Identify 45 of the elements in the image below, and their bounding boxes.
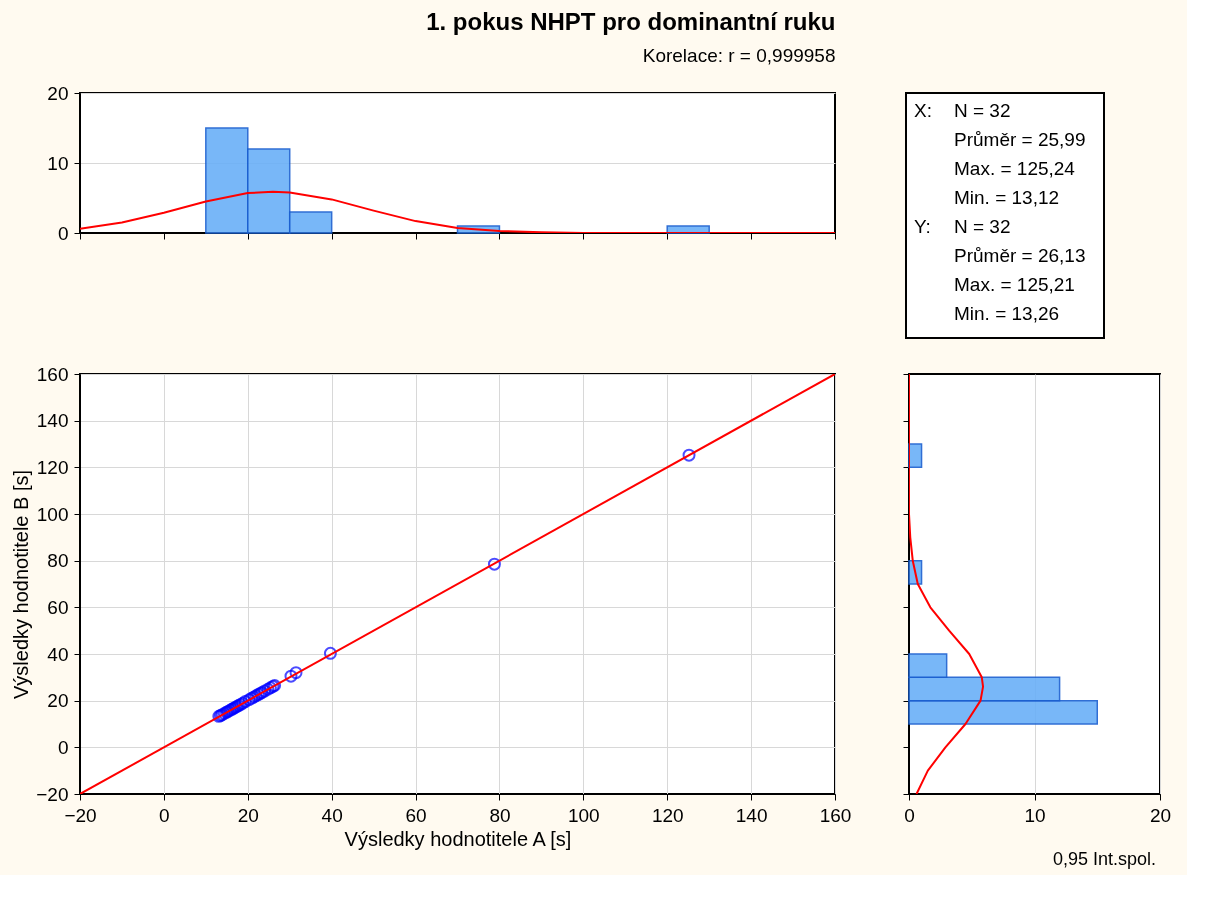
- y-tick-label: −20: [36, 783, 69, 805]
- text: Min. = 13,26: [954, 303, 1060, 324]
- x-tick-label: 0: [159, 804, 170, 826]
- point: [289, 666, 303, 680]
- x-tick-label: 120: [651, 804, 684, 826]
- text: 0,95 Int.spol.: [1052, 849, 1156, 869]
- y-tick-label: 10: [47, 152, 69, 174]
- text: Max. = 125,24: [954, 158, 1076, 179]
- y-tick-label: 60: [47, 596, 69, 618]
- text: N = 32: [954, 216, 1011, 237]
- y-axis-title: Výsledky hodnotitele B [s]: [10, 469, 33, 700]
- y-tick-label: 140: [36, 410, 69, 432]
- y-tick-label: 20: [47, 690, 69, 712]
- x-tick-label: 100: [567, 804, 600, 826]
- text: Max. = 125,21: [954, 274, 1075, 295]
- point: [682, 448, 696, 462]
- text: Průměr = 26,13: [954, 245, 1086, 266]
- point: [487, 557, 501, 571]
- text: X:: [914, 100, 932, 121]
- y-tick-label: 20: [47, 82, 69, 104]
- x-tick-label: 40: [321, 804, 343, 826]
- x-tick-label: 160: [819, 804, 852, 826]
- x-tick-label: 140: [735, 804, 768, 826]
- y-tick-label: 0: [57, 222, 69, 244]
- y-tick-label: 40: [47, 643, 69, 665]
- point: [323, 646, 337, 660]
- y-tick-label: 80: [47, 550, 69, 572]
- y-tick-label: 160: [36, 363, 69, 385]
- point: [284, 669, 298, 683]
- text: Min. = 13,12: [954, 187, 1060, 208]
- text: N = 32: [954, 100, 1011, 121]
- chart-subtitle: Korelace: r = 0,999958: [642, 45, 836, 66]
- text: Průměr = 25,99: [954, 129, 1086, 150]
- y-tick-label: 120: [36, 456, 69, 478]
- x-tick-label: 20: [237, 804, 259, 826]
- x-tick-label: 10: [1024, 804, 1046, 826]
- x-axis-title: Výsledky hodnotitele A [s]: [344, 827, 572, 850]
- x-tick-label: 60: [405, 804, 427, 826]
- y-tick-label: 0: [57, 736, 69, 758]
- y-tick-label: 100: [36, 503, 69, 525]
- x-tick-label: 20: [1149, 804, 1172, 826]
- chart-title: 1. pokus NHPT pro dominantní ruku: [426, 8, 836, 35]
- text: Y:: [914, 216, 931, 237]
- x-tick-label: 0: [904, 804, 915, 826]
- x-tick-label: 80: [489, 804, 511, 826]
